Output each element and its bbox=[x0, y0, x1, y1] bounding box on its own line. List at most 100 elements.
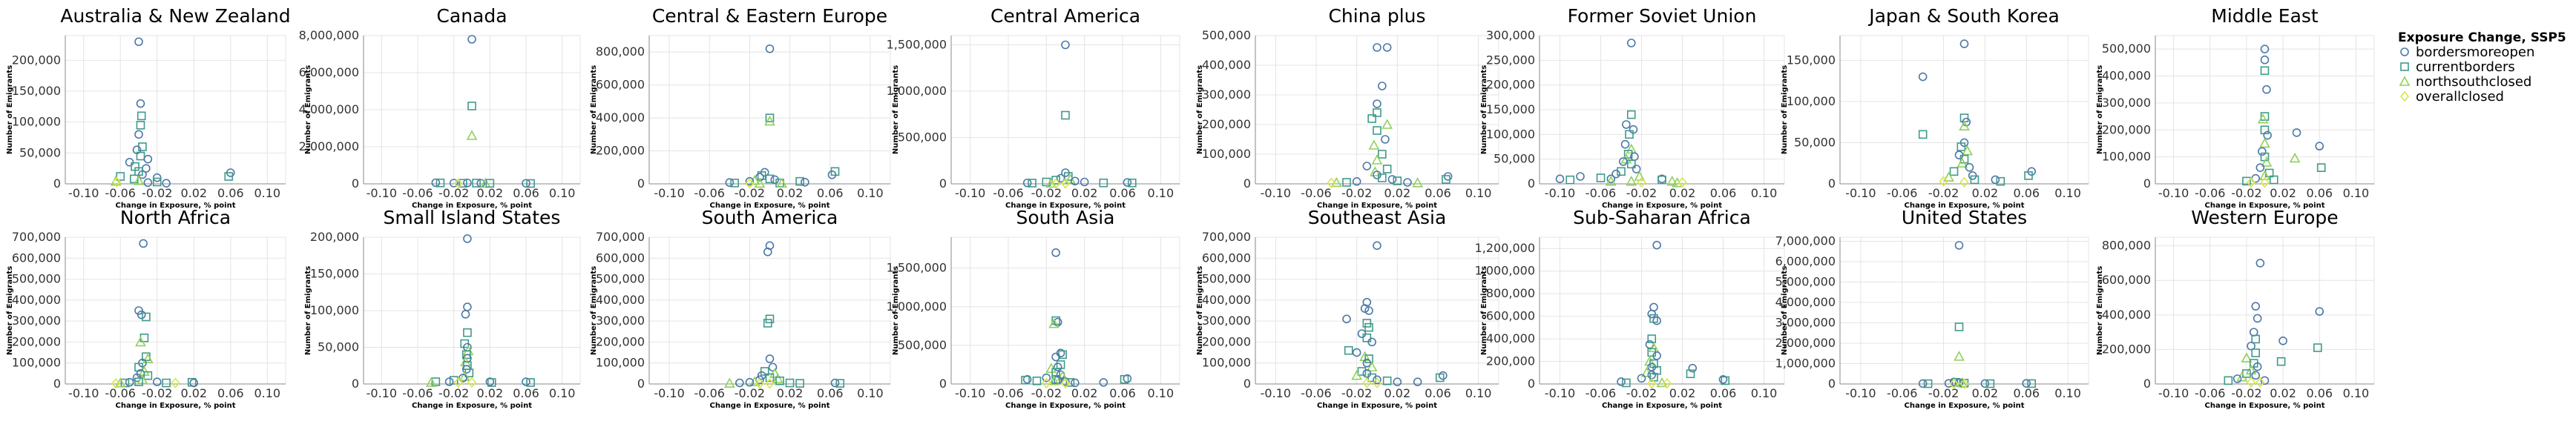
x-axis-label: Change in Exposure, % point bbox=[412, 202, 532, 210]
panel-4: Central America 0 500,000 1,000,000 1,500,00… bbox=[887, 5, 1180, 210]
y-tick-label: 100,000 bbox=[1202, 147, 1251, 161]
x-axis-label: Change in Exposure, % point bbox=[709, 202, 829, 210]
data-point bbox=[467, 35, 476, 44]
data-point bbox=[463, 234, 472, 243]
panel-title: China plus bbox=[1328, 5, 1425, 27]
data-point bbox=[1959, 120, 1970, 131]
x-axis-label: Change in Exposure, % point bbox=[1602, 402, 1722, 410]
data-point bbox=[1382, 43, 1392, 52]
legend-symbol bbox=[2399, 76, 2411, 86]
data-point bbox=[1718, 375, 1728, 384]
data-point bbox=[835, 379, 845, 388]
data-point bbox=[1048, 375, 1059, 385]
data-point bbox=[135, 336, 146, 347]
y-tick-label: 200,000 bbox=[1486, 354, 1535, 368]
y-tick-label: 400,000 bbox=[2102, 308, 2151, 322]
data-point bbox=[1364, 354, 1373, 363]
data-point bbox=[730, 179, 739, 188]
panel-title: South America bbox=[702, 207, 838, 228]
x-tick-label: 0.10 bbox=[1751, 186, 1778, 200]
x-tick-label: -0.10 bbox=[1545, 186, 1575, 200]
y-tick-label: 400,000 bbox=[596, 293, 645, 307]
x-tick-label: 0.02 bbox=[180, 386, 207, 400]
x-tick-label: -0.06 bbox=[2195, 386, 2225, 400]
data-point bbox=[2232, 374, 2242, 383]
data-point bbox=[2292, 128, 2301, 137]
x-tick-label: 0.10 bbox=[254, 386, 280, 400]
x-tick-label: -0.10 bbox=[1545, 386, 1575, 400]
data-point bbox=[1360, 304, 1370, 313]
data-point bbox=[1352, 177, 1361, 186]
legend-symbol bbox=[2399, 90, 2410, 102]
y-tick-label: 3,000,000 bbox=[1775, 316, 1836, 330]
data-point bbox=[138, 170, 147, 179]
data-point bbox=[1959, 39, 1969, 48]
x-tick-label: -0.06 bbox=[694, 386, 725, 400]
x-tick-label: -0.06 bbox=[105, 386, 136, 400]
data-point bbox=[1351, 370, 1363, 380]
y-tick-label: 400,000 bbox=[596, 110, 645, 125]
data-point bbox=[830, 378, 840, 388]
x-tick-label: -0.02 bbox=[1341, 386, 1372, 400]
x-tick-label: -0.02 bbox=[1626, 186, 1657, 200]
y-tick-label: 150,000 bbox=[310, 267, 359, 281]
panel-13: Southeast Asia 0 100,000 200,000 300,000 400,… bbox=[1196, 207, 1499, 410]
y-tick-label: 6,000,000 bbox=[1775, 254, 1836, 268]
data-point bbox=[2315, 307, 2324, 316]
panel-title: Central America bbox=[990, 5, 1140, 27]
data-point bbox=[522, 179, 530, 188]
y-tick-label: 500,000 bbox=[1202, 28, 1251, 42]
x-tick-label: 0.06 bbox=[513, 186, 539, 200]
data-point bbox=[1918, 130, 1928, 139]
y-tick-label: 300,000 bbox=[12, 314, 61, 328]
x-tick-label: -0.02 bbox=[2231, 386, 2261, 400]
data-point bbox=[143, 154, 153, 164]
data-point bbox=[114, 377, 126, 388]
data-point bbox=[116, 172, 125, 181]
data-point bbox=[1637, 374, 1646, 383]
data-point bbox=[772, 373, 783, 383]
panel-3: Central & Eastern Europe 0 200,000 400,000 6… bbox=[590, 5, 891, 210]
x-tick-label: -0.02 bbox=[1626, 386, 1657, 400]
x-tick-label: -0.06 bbox=[1586, 186, 1616, 200]
x-tick-label: -0.06 bbox=[402, 386, 433, 400]
data-point bbox=[1413, 377, 1422, 386]
y-tick-label: 100,000 bbox=[12, 356, 61, 370]
x-tick-label: 0.02 bbox=[1071, 186, 1098, 200]
data-point bbox=[2276, 357, 2286, 366]
x-tick-label: 0.02 bbox=[477, 186, 504, 200]
data-point bbox=[1954, 351, 1965, 361]
data-point bbox=[1099, 378, 1108, 387]
data-point bbox=[2260, 176, 2270, 188]
y-axis-label: Number of Emigrants bbox=[1480, 266, 1488, 355]
x-tick-label: 0.06 bbox=[817, 186, 844, 200]
data-point bbox=[1362, 333, 1372, 342]
data-point bbox=[1071, 176, 1080, 186]
data-point bbox=[1362, 377, 1372, 388]
data-point bbox=[765, 113, 775, 122]
data-point bbox=[1565, 175, 1575, 185]
x-tick-label: -0.06 bbox=[1887, 186, 1917, 200]
data-point bbox=[1022, 374, 1032, 384]
x-tick-label: 0.10 bbox=[857, 386, 884, 400]
data-point bbox=[472, 179, 481, 188]
data-point bbox=[2247, 377, 2256, 388]
y-tick-label: 100,000 bbox=[1486, 127, 1535, 141]
x-tick-label: -0.10 bbox=[367, 186, 397, 200]
data-point bbox=[142, 312, 151, 322]
data-point bbox=[1042, 373, 1051, 382]
x-tick-label: 0.10 bbox=[2054, 386, 2081, 400]
y-tick-label: 250,000 bbox=[1486, 53, 1535, 67]
y-tick-label: 800,000 bbox=[596, 44, 645, 59]
y-tick-label: 400,000 bbox=[2102, 69, 2151, 83]
data-point bbox=[111, 377, 121, 389]
x-tick-label: -0.02 bbox=[438, 186, 469, 200]
x-tick-label: 0.02 bbox=[777, 186, 804, 200]
y-axis-label: Number of Emigrants bbox=[1781, 266, 1789, 355]
data-point bbox=[1686, 369, 1695, 379]
data-point bbox=[1970, 175, 1979, 185]
data-point bbox=[1949, 378, 1959, 389]
y-tick-label: 0 bbox=[1243, 377, 1251, 391]
y-tick-label: 500,000 bbox=[1202, 272, 1251, 286]
x-tick-label: -0.10 bbox=[68, 386, 99, 400]
